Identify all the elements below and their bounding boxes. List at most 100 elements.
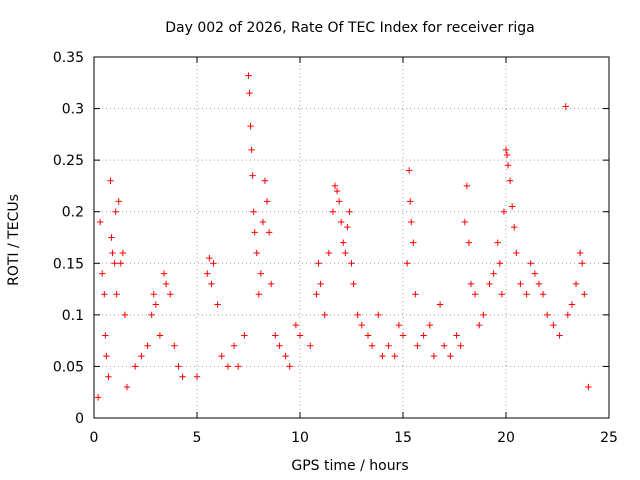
data-point bbox=[315, 260, 322, 267]
data-point bbox=[206, 254, 213, 262]
data-point bbox=[112, 208, 119, 215]
data-point bbox=[405, 167, 413, 174]
data-point bbox=[364, 332, 372, 339]
data-point bbox=[500, 208, 508, 215]
data-point bbox=[513, 249, 520, 257]
data-point bbox=[250, 208, 257, 215]
data-point bbox=[430, 352, 438, 360]
data-point bbox=[453, 332, 460, 339]
data-point bbox=[368, 342, 376, 349]
data-point bbox=[527, 260, 534, 267]
data-point bbox=[539, 291, 547, 298]
chart-title: Day 002 of 2026, Rate Of TEC Index for r… bbox=[165, 20, 534, 36]
data-point bbox=[224, 363, 232, 370]
data-point bbox=[101, 291, 108, 298]
x-axis-title: GPS time / hours bbox=[291, 458, 408, 474]
data-point bbox=[465, 239, 473, 246]
data-point bbox=[523, 291, 530, 298]
data-point bbox=[121, 311, 129, 319]
data-point bbox=[508, 203, 516, 210]
y-tick-label: 0.05 bbox=[53, 359, 84, 375]
data-point bbox=[342, 249, 349, 257]
data-point bbox=[517, 280, 524, 288]
data-point bbox=[179, 373, 186, 380]
data-point bbox=[257, 270, 265, 277]
data-point bbox=[96, 218, 104, 226]
data-point bbox=[167, 291, 174, 298]
data-point bbox=[331, 182, 339, 190]
data-point bbox=[261, 177, 269, 184]
data-point bbox=[152, 301, 159, 308]
data-point bbox=[150, 291, 157, 298]
plot-frame bbox=[93, 56, 610, 419]
data-point bbox=[340, 239, 347, 246]
data-point bbox=[335, 198, 343, 205]
data-point bbox=[502, 146, 510, 154]
data-point bbox=[447, 352, 454, 360]
data-point bbox=[208, 280, 215, 288]
data-point bbox=[210, 260, 217, 267]
data-point bbox=[144, 342, 151, 349]
data-point bbox=[412, 291, 419, 298]
data-point bbox=[379, 352, 386, 360]
data-point bbox=[218, 352, 225, 360]
data-point bbox=[333, 187, 341, 195]
data-point bbox=[265, 229, 273, 236]
data-point bbox=[246, 89, 253, 97]
data-point bbox=[391, 352, 398, 360]
data-points bbox=[94, 72, 592, 401]
data-point bbox=[255, 291, 262, 298]
x-tick-label: 10 bbox=[291, 430, 309, 446]
data-point bbox=[576, 249, 584, 257]
y-tick-label: 0.2 bbox=[62, 205, 84, 221]
data-point bbox=[414, 342, 421, 349]
data-point bbox=[535, 280, 543, 288]
data-point bbox=[490, 270, 497, 277]
data-point bbox=[420, 332, 427, 339]
data-point bbox=[407, 198, 414, 205]
data-point bbox=[263, 198, 271, 205]
data-point bbox=[107, 177, 114, 184]
data-point bbox=[585, 383, 592, 391]
data-point bbox=[410, 239, 417, 246]
data-point bbox=[556, 332, 563, 339]
data-point bbox=[457, 342, 464, 349]
data-point bbox=[572, 280, 580, 288]
data-point bbox=[253, 249, 260, 257]
data-point bbox=[102, 332, 109, 339]
data-point bbox=[498, 291, 506, 298]
x-tick-label: 20 bbox=[497, 430, 515, 446]
data-point bbox=[248, 146, 255, 154]
data-point bbox=[579, 260, 586, 267]
data-point bbox=[115, 198, 122, 205]
y-axis-title: ROTI / TECUs bbox=[6, 194, 22, 286]
data-point bbox=[581, 291, 588, 298]
data-point bbox=[123, 383, 131, 391]
data-point bbox=[105, 373, 112, 380]
data-point bbox=[441, 342, 448, 349]
data-point bbox=[307, 342, 314, 349]
data-point bbox=[241, 332, 248, 339]
data-point bbox=[550, 321, 557, 329]
data-point bbox=[471, 291, 479, 298]
data-point bbox=[162, 280, 170, 288]
data-point bbox=[436, 301, 444, 308]
axis-ticks: 0 5 10 15 20 25 0 0.05 0.1 0.15 0.2 0.25 0.3 0.35 bbox=[53, 50, 618, 446]
data-point bbox=[476, 321, 483, 329]
x-tick-label: 25 bbox=[600, 430, 618, 446]
data-point bbox=[403, 260, 411, 267]
data-point bbox=[94, 394, 102, 401]
data-point bbox=[267, 280, 275, 288]
data-point bbox=[108, 234, 115, 241]
data-point bbox=[249, 172, 256, 179]
data-point bbox=[160, 270, 168, 277]
data-point bbox=[338, 218, 345, 226]
data-point bbox=[286, 363, 293, 370]
data-point bbox=[358, 321, 365, 329]
data-point bbox=[395, 321, 403, 329]
data-point bbox=[113, 291, 120, 298]
data-point bbox=[272, 332, 279, 339]
data-point bbox=[562, 103, 569, 110]
data-point bbox=[245, 72, 252, 79]
